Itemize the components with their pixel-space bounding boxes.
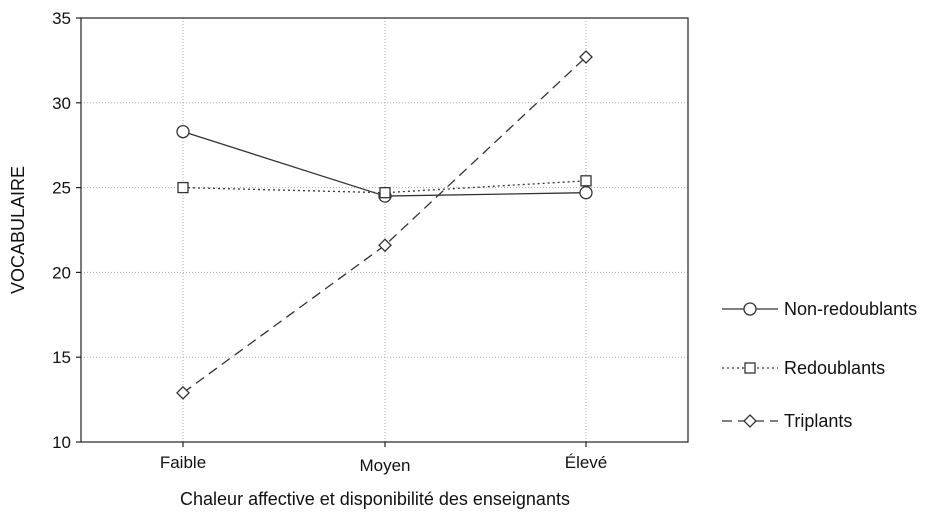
y-tick-label: 20 [52,263,71,282]
data-point [176,124,190,139]
legend-marker [743,414,757,428]
series-lines [176,50,593,400]
series-line [182,56,587,394]
legend: Non-redoublants Redoublants Triplants [722,299,917,431]
y-tick-label: 35 [52,9,71,28]
y-tick-label: 30 [52,94,71,113]
y-tick-label: 15 [52,348,71,367]
data-point [580,175,592,187]
x-axis-ticks: Faible Moyen Élevé [160,442,607,475]
x-tick-label: Moyen [359,456,410,475]
legend-label: Non-redoublants [784,299,917,319]
series-line [182,180,587,194]
legend-label: Triplants [784,411,852,431]
legend-marker [744,362,756,374]
data-point [379,187,391,199]
data-point [177,181,189,194]
series-redoublants [177,175,592,199]
y-axis-ticks: 10 15 20 25 30 35 [52,9,81,452]
x-tick-label: Élevé [565,453,608,472]
legend-item: Triplants [722,411,852,431]
x-tick-label: Faible [160,453,206,472]
y-axis-title: VOCABULAIRE [8,166,28,294]
legend-label: Redoublants [784,358,885,378]
series-triplants [176,50,593,400]
data-point [579,186,593,200]
y-tick-label: 25 [52,179,71,198]
legend-item: Non-redoublants [722,299,917,319]
legend-marker [743,302,757,316]
x-axis-title: Chaleur affective et disponibilité des e… [180,489,570,509]
grid-lines [81,18,688,442]
legend-item: Redoublants [722,358,885,378]
data-point [176,385,190,400]
data-point [579,50,593,64]
data-point [378,238,392,253]
y-tick-label: 10 [52,433,71,452]
